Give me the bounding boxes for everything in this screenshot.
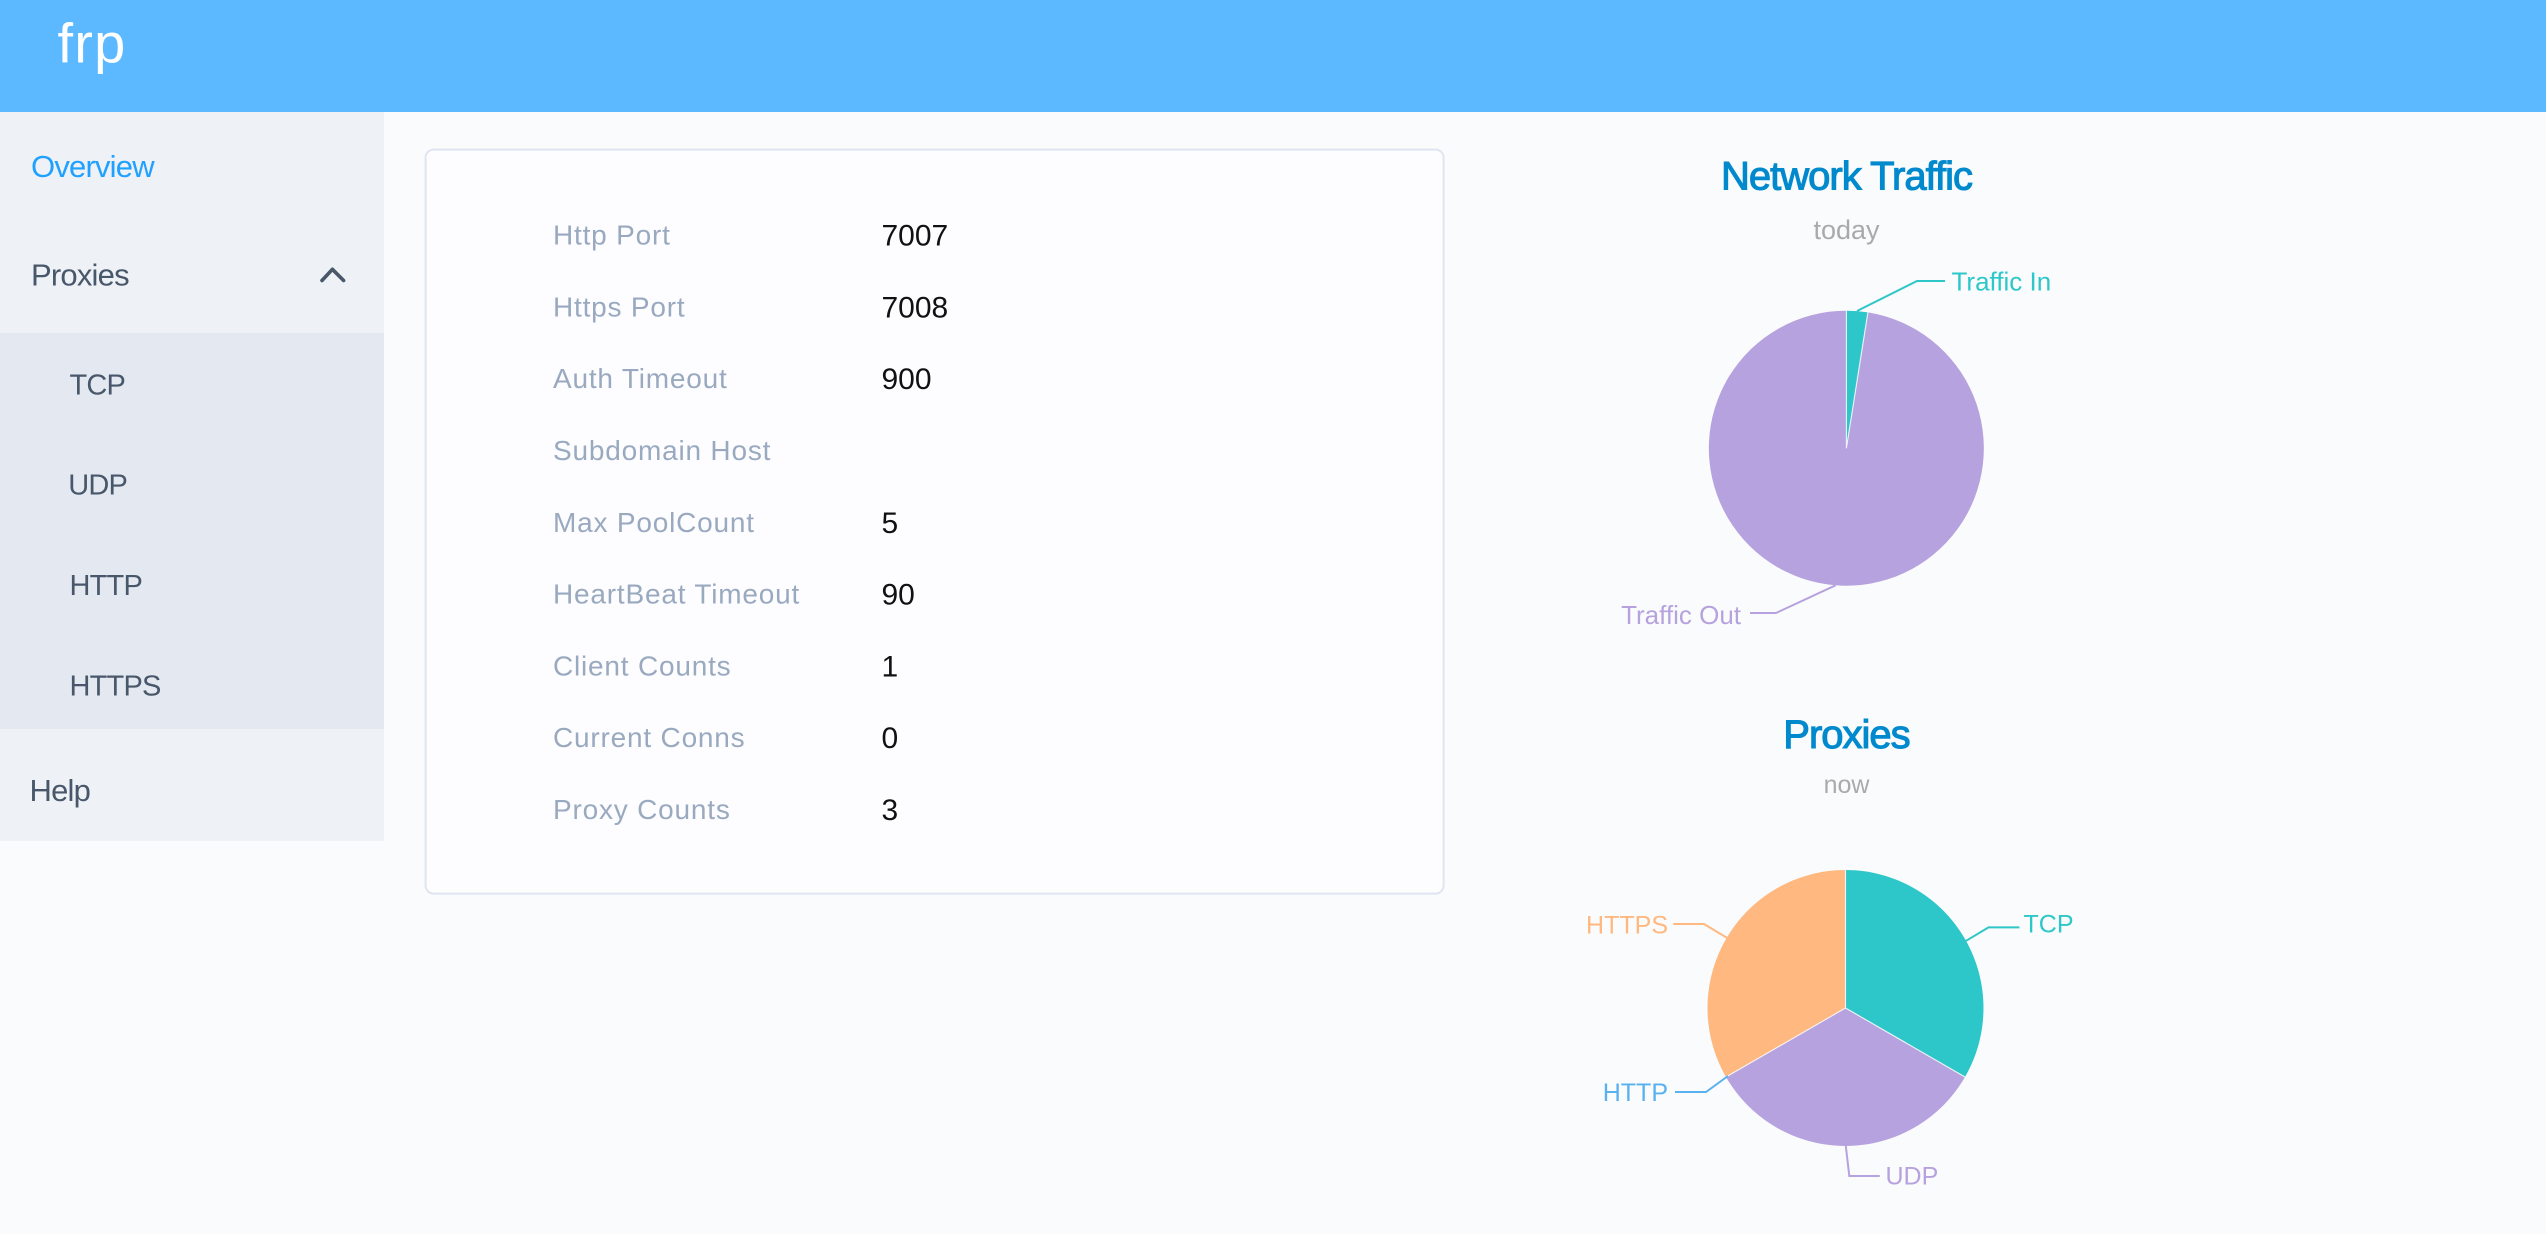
svg-text:UDP: UDP (68, 470, 127, 502)
svg-text:Proxy Counts: Proxy Counts (553, 794, 731, 825)
svg-text:UDP: UDP (1886, 1163, 1939, 1191)
svg-text:7008: 7008 (882, 291, 949, 324)
svg-text:now: now (1824, 771, 1871, 799)
svg-text:HTTP: HTTP (1603, 1079, 1668, 1107)
svg-text:today: today (1813, 215, 1880, 245)
svg-text:1: 1 (882, 650, 899, 683)
svg-text:Traffic In: Traffic In (1952, 266, 2052, 296)
svg-text:Subdomain Host: Subdomain Host (553, 435, 771, 466)
svg-text:Max PoolCount: Max PoolCount (553, 507, 755, 538)
svg-text:Https Port: Https Port (553, 291, 685, 322)
svg-text:HTTPS: HTTPS (1586, 912, 1668, 940)
svg-text:7007: 7007 (882, 220, 949, 253)
svg-text:Proxies: Proxies (1783, 713, 1909, 757)
svg-text:TCP: TCP (2024, 911, 2074, 939)
svg-text:Proxies: Proxies (31, 258, 129, 293)
svg-text:3: 3 (882, 794, 899, 827)
svg-text:HTTPS: HTTPS (70, 670, 162, 702)
svg-text:Traffic Out: Traffic Out (1621, 600, 1742, 630)
svg-text:HeartBeat Timeout: HeartBeat Timeout (553, 579, 800, 610)
svg-text:900: 900 (882, 363, 932, 396)
svg-text:Auth Timeout: Auth Timeout (553, 363, 728, 394)
svg-text:Overview: Overview (31, 149, 155, 184)
svg-text:frp: frp (58, 11, 127, 74)
svg-text:Network Traffic: Network Traffic (1721, 155, 1972, 199)
svg-text:Http Port: Http Port (553, 220, 671, 251)
svg-text:Current Conns: Current Conns (553, 722, 745, 753)
svg-text:90: 90 (882, 579, 915, 612)
svg-text:Help: Help (30, 773, 91, 808)
svg-text:HTTP: HTTP (70, 570, 143, 602)
svg-text:0: 0 (882, 722, 899, 755)
svg-text:Client Counts: Client Counts (553, 650, 731, 681)
svg-text:5: 5 (882, 507, 899, 540)
svg-text:TCP: TCP (70, 369, 126, 401)
